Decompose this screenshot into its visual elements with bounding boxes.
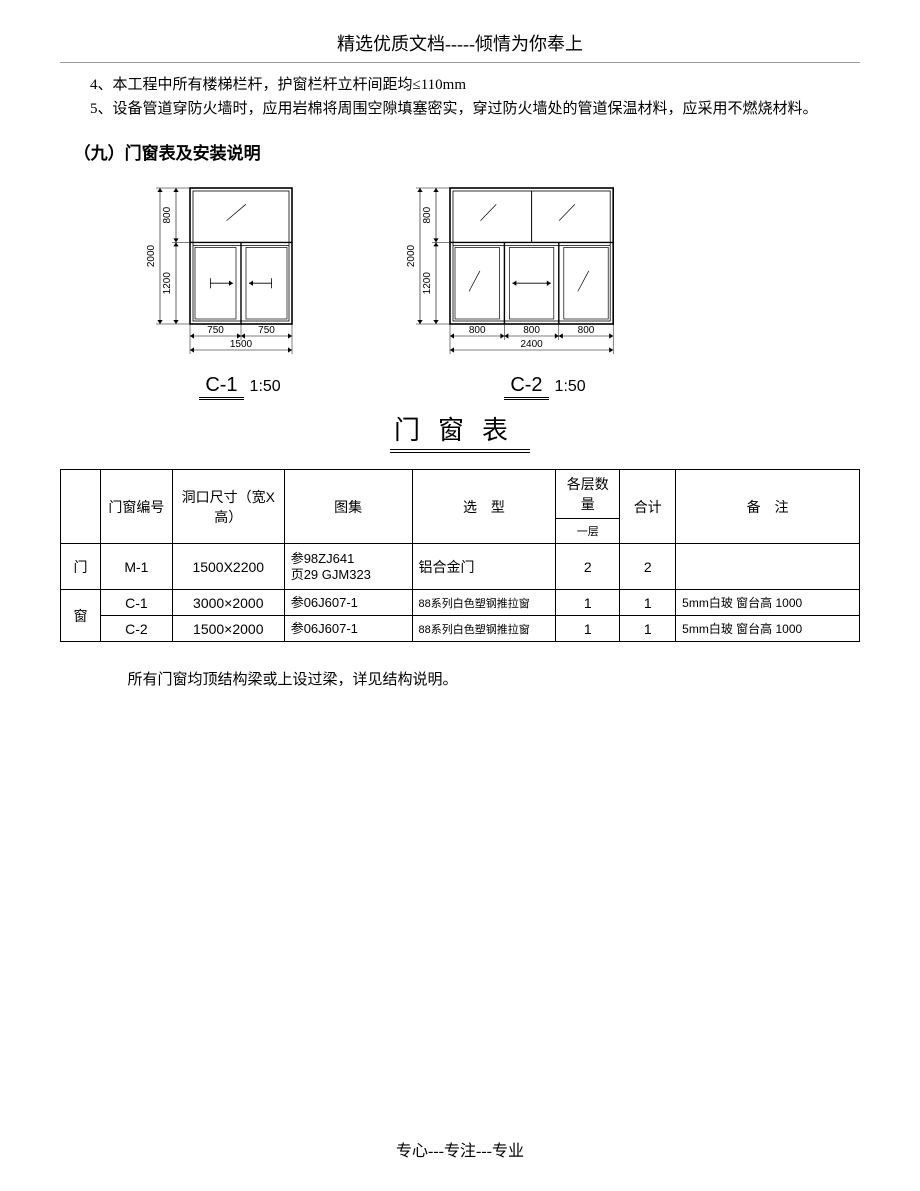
table-row: 门M-11500X2200参98ZJ641 页29 GJM323铝合金门22 (61, 544, 860, 590)
svg-text:800: 800 (162, 206, 173, 223)
section-heading: （九）门窗表及安装说明 (74, 139, 860, 164)
door-window-table: 门窗编号 洞口尺寸（宽X高） 图集 选 型 各层数量 合计 备 注 一层 门M-… (60, 469, 860, 642)
td-size: 1500×2000 (172, 616, 284, 642)
td-type: 88系列白色塑钢推拉窗 (412, 590, 556, 616)
diagram-c1-scale: 1:50 (250, 378, 281, 396)
svg-text:2000: 2000 (406, 244, 417, 267)
td-remark: 5mm白玻 窗台高 1000 (676, 590, 860, 616)
table-title: 门窗表 (60, 410, 860, 447)
td-code: M-1 (100, 544, 172, 590)
td-qty: 1 (556, 590, 620, 616)
td-size: 1500X2200 (172, 544, 284, 590)
th-size: 洞口尺寸（宽X高） (172, 470, 284, 544)
th-total: 合计 (620, 470, 676, 544)
diagram-c2-label: C-2 (504, 374, 548, 400)
paragraph-4: 4、本工程中所有楼梯栏杆，护窗栏杆立杆间距均≤110mm (60, 73, 860, 97)
td-cat: 门 (61, 544, 101, 590)
svg-text:1200: 1200 (422, 272, 433, 295)
svg-text:800: 800 (578, 325, 595, 336)
td-size: 3000×2000 (172, 590, 284, 616)
svg-text:2000: 2000 (146, 244, 157, 267)
svg-text:1200: 1200 (162, 272, 173, 295)
td-code: C-2 (100, 616, 172, 642)
svg-text:800: 800 (523, 325, 540, 336)
td-code: C-1 (100, 590, 172, 616)
td-remark: 5mm白玻 窗台高 1000 (676, 616, 860, 642)
td-total: 2 (620, 544, 676, 590)
td-total: 1 (620, 616, 676, 642)
table-row: 窗C-13000×2000参06J607-188系列白色塑钢推拉窗115mm白玻… (61, 590, 860, 616)
svg-text:750: 750 (258, 325, 275, 336)
td-atlas: 参98ZJ641 页29 GJM323 (284, 544, 412, 590)
th-code: 门窗编号 (100, 470, 172, 544)
th-qty-group: 各层数量 (556, 470, 620, 519)
svg-text:2400: 2400 (520, 339, 543, 350)
th-qty-sub: 一层 (556, 519, 620, 544)
td-type: 铝合金门 (412, 544, 556, 590)
diagram-c2: 800 1200 2000 800 800 800 2400 C-2 1:50 (400, 180, 690, 400)
td-cat: 窗 (61, 590, 101, 642)
td-atlas: 参06J607-1 (284, 616, 412, 642)
window-diagrams: 800 1200 2000 750 750 1500 C-1 1:50 800 1200 20… (60, 180, 860, 400)
td-qty: 2 (556, 544, 620, 590)
diagram-c1-label: C-1 (199, 374, 243, 400)
td-type: 88系列白色塑钢推拉窗 (412, 616, 556, 642)
diagram-c2-scale: 1:50 (555, 378, 586, 396)
svg-text:750: 750 (207, 325, 224, 336)
svg-text:800: 800 (469, 325, 486, 336)
svg-text:800: 800 (422, 206, 433, 223)
page-footer: 专心---专注---专业 (0, 1137, 920, 1161)
td-total: 1 (620, 590, 676, 616)
page-header: 精选优质文档-----倾情为你奉上 (60, 30, 860, 63)
td-qty: 1 (556, 616, 620, 642)
th-remark: 备 注 (676, 470, 860, 544)
td-atlas: 参06J607-1 (284, 590, 412, 616)
diagram-c1: 800 1200 2000 750 750 1500 C-1 1:50 (140, 180, 340, 400)
paragraph-5: 5、设备管道穿防火墙时，应用岩棉将周围空隙填塞密实，穿过防火墙处的管道保温材料，… (60, 97, 860, 121)
th-atlas: 图集 (284, 470, 412, 544)
table-title-underline (390, 449, 530, 453)
th-type: 选 型 (412, 470, 556, 544)
td-remark (676, 544, 860, 590)
table-row: C-21500×2000参06J607-188系列白色塑钢推拉窗115mm白玻 … (61, 616, 860, 642)
svg-text:1500: 1500 (230, 339, 253, 350)
table-note: 所有门窗均顶结构梁或上设过梁，详见结构说明。 (128, 668, 861, 689)
th-cat (61, 470, 101, 544)
